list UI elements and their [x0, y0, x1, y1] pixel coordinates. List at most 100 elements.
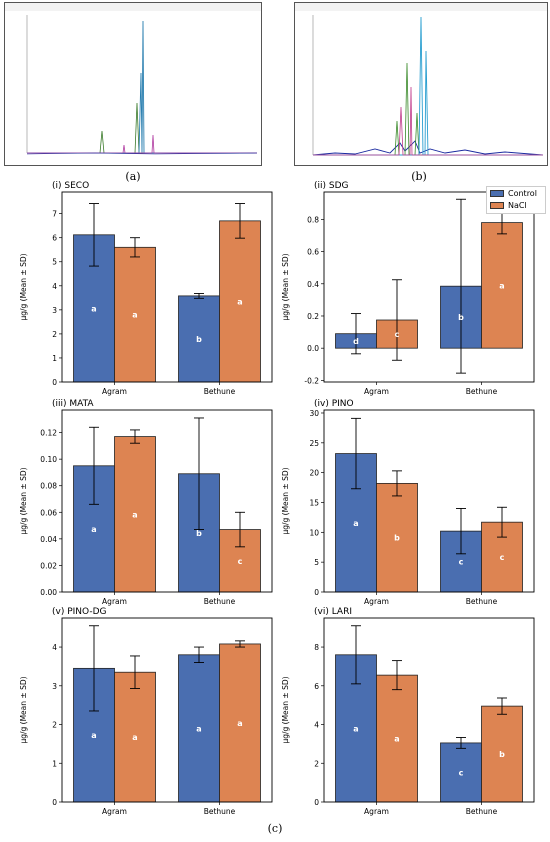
plot-frame — [323, 409, 535, 593]
plot-frame — [61, 409, 273, 593]
x-tick-label: Bethune — [204, 807, 236, 816]
bar-control-bethune — [440, 742, 482, 803]
y-tick-label: 0.00 — [40, 588, 57, 597]
y-tick-label: 0 — [52, 378, 57, 387]
x-tick-label: Agram — [102, 597, 127, 606]
y-tick-label: 3 — [52, 682, 57, 691]
chromatogram-a-trace — [5, 3, 261, 155]
legend-item-control: Control — [490, 187, 545, 199]
significance-letter: b — [196, 529, 202, 538]
chromatogram-a — [4, 2, 262, 166]
significance-letter: d — [353, 337, 359, 346]
y-tick-label: 4 — [52, 282, 57, 291]
x-tick-label: Bethune — [204, 387, 236, 396]
chart-title: (v) PINO-DG — [52, 607, 107, 617]
significance-letter: a — [237, 297, 242, 306]
significance-letter: b — [394, 534, 400, 543]
y-axis-label: µg/g (Mean ± SD) — [281, 676, 290, 743]
y-tick-label: -0.2 — [304, 376, 319, 385]
y-tick-label: 8 — [314, 643, 319, 652]
x-tick-label: Agram — [102, 807, 127, 816]
plot-frame — [61, 191, 273, 383]
plot-frame — [323, 617, 535, 803]
chart-title: (i) SECO — [52, 181, 89, 191]
x-tick-label: Agram — [364, 387, 389, 396]
y-tick-label: 25 — [309, 439, 319, 448]
chart-4: (iv) PINO 0 5 10 15 20 25 30 µg/g (Mean ± SD) a b A… — [281, 399, 535, 606]
y-tick-label: 20 — [309, 469, 319, 478]
bar-nacl-agram — [376, 482, 418, 593]
x-tick-label: Bethune — [466, 807, 498, 816]
y-axis-label: µg/g (Mean ± SD) — [281, 467, 290, 534]
y-axis-label: µg/g (Mean ± SD) — [19, 253, 28, 320]
significance-letter: a — [91, 731, 96, 740]
chart-3: (iii) MATA 0.00 0.02 0.04 0.06 0.08 0.10 0.12 µg… — [19, 399, 273, 606]
legend-label-control: Control — [508, 188, 537, 198]
y-tick-label: 15 — [309, 498, 319, 507]
chart-title: (iv) PINO — [314, 399, 354, 409]
bar-nacl-bethune — [481, 222, 523, 349]
y-tick-label: 0.08 — [40, 482, 57, 491]
y-tick-label: 0 — [52, 798, 57, 807]
x-tick-label: Bethune — [204, 597, 236, 606]
y-tick-label: 30 — [309, 409, 319, 418]
y-tick-label: 0.6 — [307, 248, 319, 257]
plot-frame — [323, 191, 535, 383]
x-tick-label: Agram — [364, 597, 389, 606]
legend-swatch-nacl — [490, 201, 504, 209]
y-tick-label: 0.0 — [307, 344, 319, 353]
y-tick-label: 5 — [314, 558, 319, 567]
bar-nacl-agram — [114, 436, 156, 593]
y-tick-label: 0.02 — [40, 561, 57, 570]
legend-swatch-control — [490, 189, 504, 197]
y-tick-label: 4 — [52, 643, 57, 652]
significance-letter: c — [459, 558, 464, 567]
y-tick-label: 0.04 — [40, 535, 57, 544]
y-tick-label: 0.10 — [40, 455, 57, 464]
bar-control-bethune — [178, 295, 220, 383]
x-tick-label: Agram — [364, 807, 389, 816]
y-tick-label: 0.4 — [307, 280, 319, 289]
chart-title: (iii) MATA — [52, 399, 94, 409]
y-tick-label: 4 — [314, 721, 319, 730]
legend-item-nacl: NaCl — [490, 199, 545, 211]
significance-letter: c — [500, 553, 505, 562]
chart-2: (ii) SDG -0.2 0.0 0.2 0.4 0.6 0.8 µg/g (Mean ± … — [281, 181, 535, 396]
y-tick-label: 0 — [314, 798, 319, 807]
y-tick-label: 5 — [52, 258, 57, 267]
chromatogram-b-trace — [295, 3, 547, 156]
panel-label-b: (b) — [411, 170, 427, 183]
y-tick-label: 2 — [52, 721, 57, 730]
y-tick-label: 0.12 — [40, 429, 57, 438]
significance-letter: a — [499, 281, 504, 290]
y-tick-label: 6 — [314, 682, 319, 691]
y-tick-label: 1 — [52, 759, 57, 768]
significance-letter: a — [132, 311, 137, 320]
chart-6: (vi) LARI 0 2 4 6 8 µg/g (Mean ± SD) a a Agram c b B… — [281, 607, 535, 816]
x-tick-label: Agram — [102, 387, 127, 396]
chart-5: (v) PINO-DG 0 1 2 3 4 µg/g (Mean ± SD) a a Agram a… — [19, 607, 273, 816]
panel-label-c: (c) — [267, 822, 283, 835]
chromatogram-b — [294, 2, 548, 166]
chart-1: (i) SECO 0 1 2 3 4 5 6 7 µg/g (Mean ± SD) a a Agram b… — [19, 181, 273, 396]
y-tick-label: 7 — [52, 210, 57, 219]
y-tick-label: 2 — [314, 759, 319, 768]
y-axis-label: µg/g (Mean ± SD) — [19, 676, 28, 743]
y-tick-label: 0 — [314, 588, 319, 597]
significance-letter: a — [237, 719, 242, 728]
y-tick-label: 0.2 — [307, 312, 319, 321]
x-tick-label: Bethune — [466, 387, 498, 396]
significance-letter: a — [132, 510, 137, 519]
significance-letter: b — [458, 313, 464, 322]
legend-label-nacl: NaCl — [508, 200, 527, 210]
chart-title: (ii) SDG — [314, 181, 349, 191]
chart-title: (vi) LARI — [314, 607, 352, 617]
x-tick-label: Bethune — [466, 597, 498, 606]
plot-frame — [61, 617, 273, 803]
significance-letter: a — [91, 304, 96, 313]
significance-letter: a — [132, 733, 137, 742]
significance-letter: a — [353, 724, 358, 733]
y-axis-label: µg/g (Mean ± SD) — [281, 253, 290, 320]
significance-letter: c — [459, 768, 464, 777]
y-tick-label: 2 — [52, 330, 57, 339]
